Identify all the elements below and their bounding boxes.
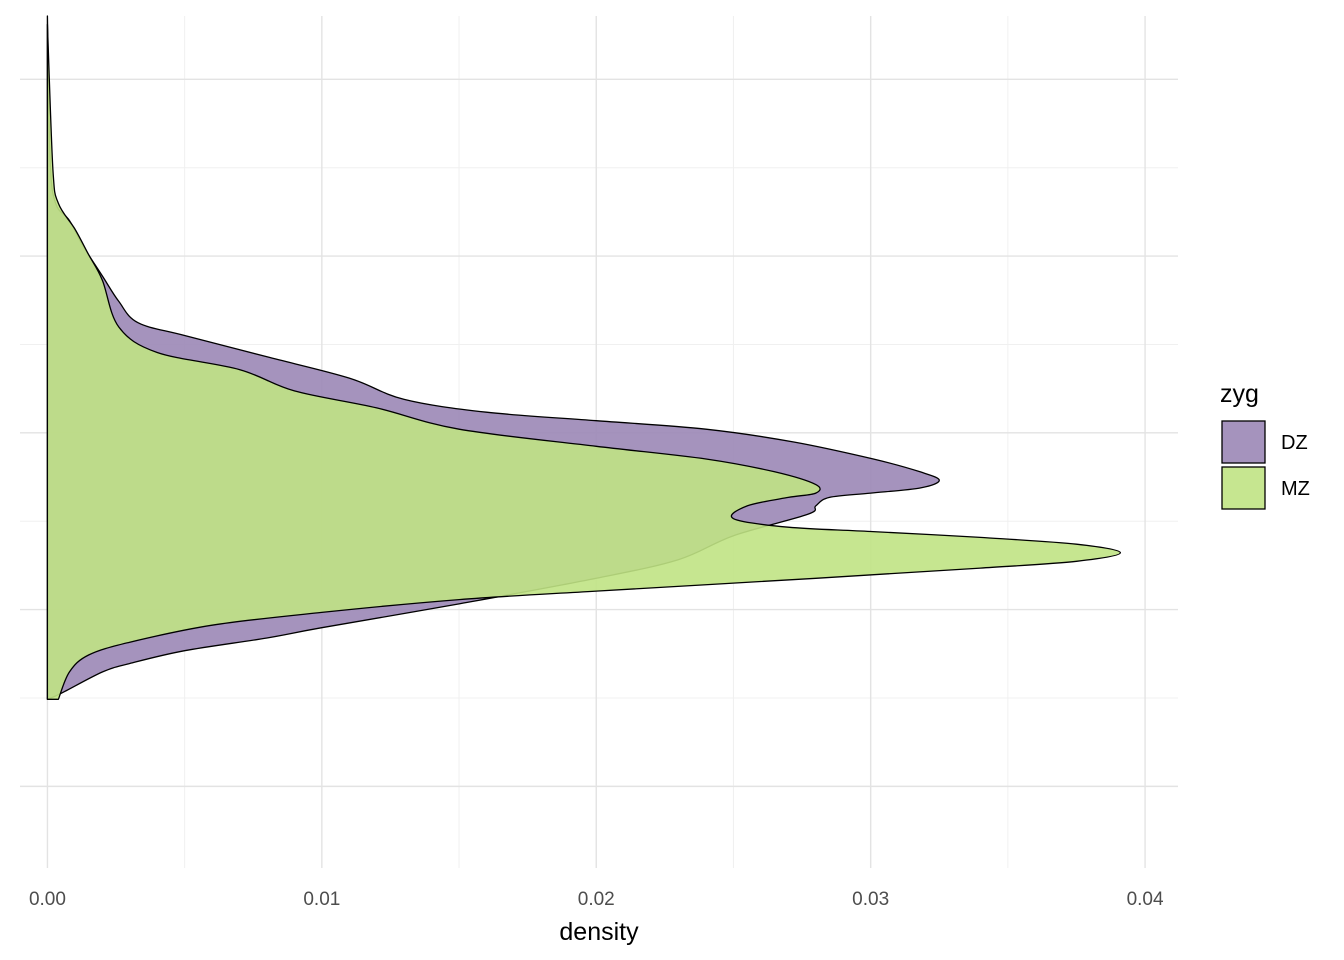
legend-key-dz bbox=[1221, 420, 1266, 464]
legend-label-mz: MZ bbox=[1281, 478, 1310, 500]
legend-key-mz bbox=[1221, 466, 1266, 510]
x-tick-label: 0.02 bbox=[578, 889, 615, 910]
density-area-mz bbox=[46, 23, 1122, 700]
x-tick-label: 0.04 bbox=[1127, 889, 1164, 910]
x-tick-label: 0.00 bbox=[29, 889, 66, 910]
legend-items: DZ MZ bbox=[1221, 420, 1310, 510]
x-tick-label: 0.03 bbox=[852, 889, 889, 910]
legend: zyg DZ MZ bbox=[1220, 380, 1310, 510]
x-axis-title: density bbox=[559, 918, 639, 946]
x-tick-label: 0.01 bbox=[303, 889, 340, 910]
x-axis-tick-labels: 0.00 0.01 0.02 0.03 0.04 bbox=[29, 889, 1164, 910]
density-areas bbox=[46, 15, 1122, 700]
legend-title: zyg bbox=[1220, 380, 1259, 408]
legend-label-dz: DZ bbox=[1281, 432, 1308, 454]
